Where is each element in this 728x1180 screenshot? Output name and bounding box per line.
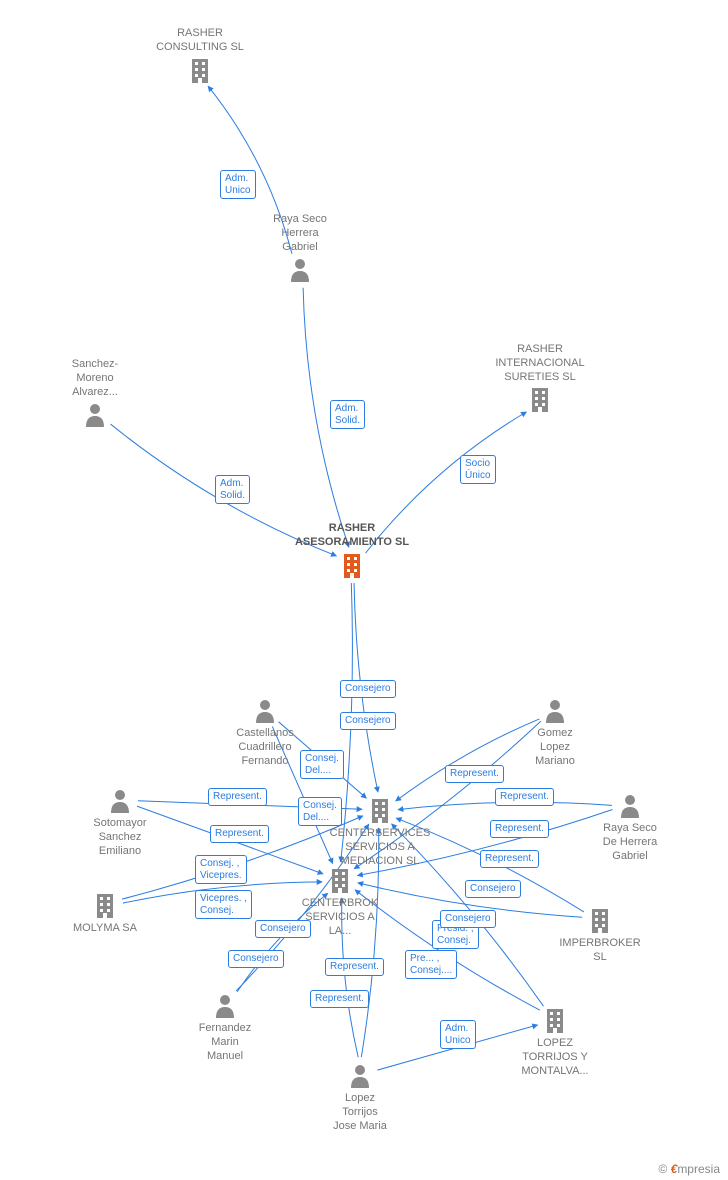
edge-label: Consejero (228, 950, 284, 968)
edge-label: Vicepres. , Consej. (195, 890, 252, 919)
brand-text: mpresia (677, 1162, 720, 1176)
node-molyma[interactable]: MOLYMA SA (45, 890, 165, 936)
node-label: Sanchez-MorenoAlvarez... (35, 358, 155, 399)
node-label: LopezTorrijosJose Maria (300, 1092, 420, 1133)
node-label: LOPEZTORRIJOS YMONTALVA... (495, 1037, 615, 1078)
edge-label: Consejero (340, 680, 396, 698)
node-imperbroker[interactable]: IMPERBROKERSL (540, 905, 660, 965)
node-gomez_mariano[interactable]: GomezLopezMariano (495, 695, 615, 768)
edge-label: Represent. (210, 825, 269, 843)
node-lopez_torrijos_person[interactable]: LopezTorrijosJose Maria (300, 1060, 420, 1133)
edge-label: Consejero (340, 712, 396, 730)
node-rasher_asesoramiento[interactable]: RASHERASESORAMIENTO SL (292, 522, 412, 582)
edge-label: Consej. , Vicepres. (195, 855, 247, 884)
node-label: CENTERSERVICESSERVICIOS AMEDIACION SL (320, 827, 440, 868)
node-label: FernandezMarinManuel (165, 1022, 285, 1063)
edge-label: Consej. Del.... (300, 750, 344, 779)
edge-label: Adm. Unico (440, 1020, 476, 1049)
node-fernandez_manuel[interactable]: FernandezMarinManuel (165, 990, 285, 1063)
copyright-symbol: © (658, 1162, 667, 1176)
node-label: Raya SecoHerreraGabriel (240, 213, 360, 254)
edge-label: Adm. Unico (220, 170, 256, 199)
edge-label: Consejero (465, 880, 521, 898)
node-rasher_intl[interactable]: RASHERINTERNACIONALSURETIES SL (480, 343, 600, 416)
node-label: Raya SecoDe HerreraGabriel (570, 822, 690, 863)
edge-label: Represent. (208, 788, 267, 806)
node-raya_gabriel_right[interactable]: Raya SecoDe HerreraGabriel (570, 790, 690, 863)
edge-label: Represent. (480, 850, 539, 868)
node-lopez_torrijos_company[interactable]: LOPEZTORRIJOS YMONTALVA... (495, 1005, 615, 1078)
node-label: RASHERINTERNACIONALSURETIES SL (480, 343, 600, 384)
edge-label: Represent. (495, 788, 554, 806)
node-label: SotomayorSanchezEmiliano (60, 817, 180, 858)
edge-label: Pre... , Consej.... (405, 950, 457, 979)
node-sanchez_moreno[interactable]: Sanchez-MorenoAlvarez... (35, 358, 155, 431)
edge-label: Represent. (325, 958, 384, 976)
node-label: RASHERASESORAMIENTO SL (292, 522, 412, 550)
edge-label: Consejero (440, 910, 496, 928)
node-rasher_consulting[interactable]: RASHERCONSULTING SL (140, 27, 260, 87)
edge-label: Adm. Solid. (330, 400, 365, 429)
edge-label: Socio Único (460, 455, 496, 484)
edge-label: Represent. (310, 990, 369, 1008)
node-label: RASHERCONSULTING SL (140, 27, 260, 55)
edge-label: Consejero (255, 920, 311, 938)
edge-label: Represent. (445, 765, 504, 783)
edge-label: Consej. Del.... (298, 797, 342, 826)
node-raya_gabriel_top[interactable]: Raya SecoHerreraGabriel (240, 213, 360, 286)
node-sotomayor[interactable]: SotomayorSanchezEmiliano (60, 785, 180, 858)
footer-branding: © €mpresia (658, 1162, 720, 1176)
edge-label: Represent. (490, 820, 549, 838)
edge-label: Adm. Solid. (215, 475, 250, 504)
node-label: GomezLopezMariano (495, 727, 615, 768)
node-label: MOLYMA SA (45, 922, 165, 936)
node-label: IMPERBROKERSL (540, 937, 660, 965)
